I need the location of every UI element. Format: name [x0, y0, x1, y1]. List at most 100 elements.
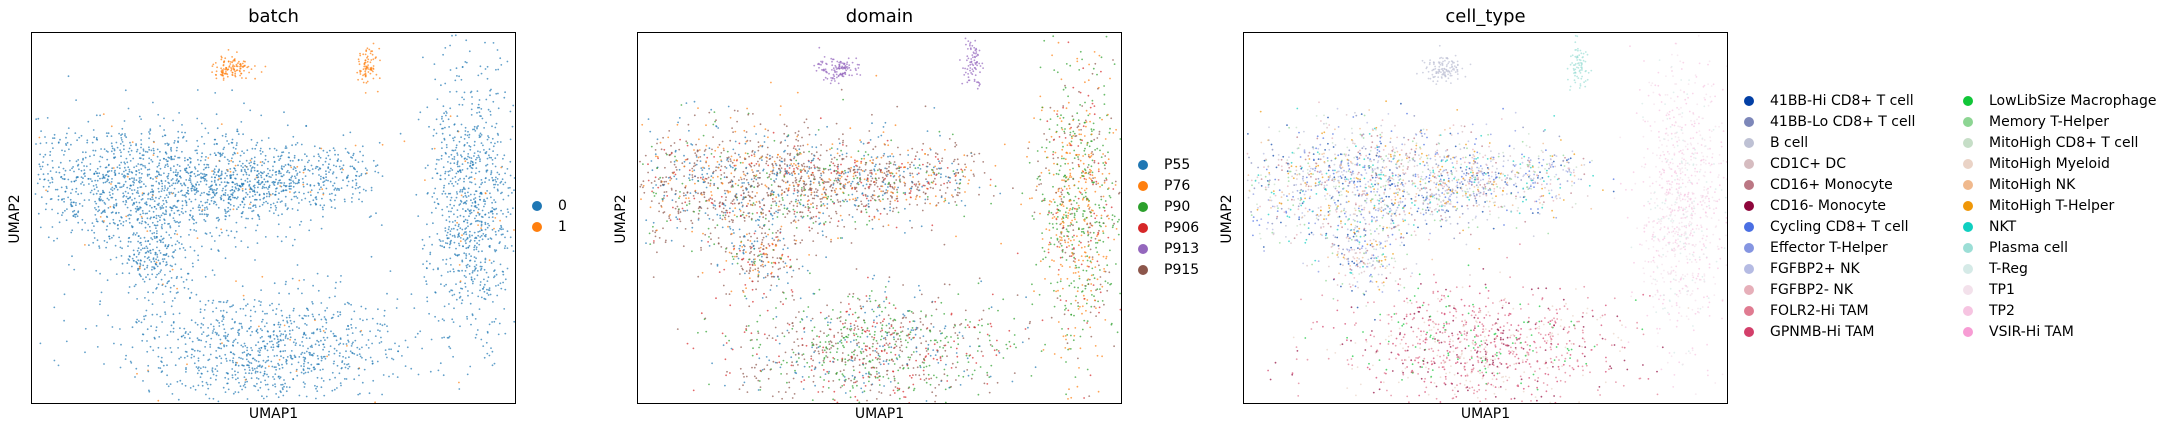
- point-cluster-top-a: [211, 49, 267, 81]
- legend-marker: [1963, 138, 1973, 148]
- legend-marker: [1744, 222, 1754, 232]
- x-axis-label: UMAP1: [248, 406, 299, 422]
- legend-marker: [1138, 223, 1148, 233]
- legend-marker: [1963, 285, 1973, 295]
- legend-marker: [1963, 222, 1973, 232]
- legend-entry: P906: [1138, 218, 1199, 238]
- legend-label: MitoHigh CD8+ T cell: [1989, 135, 2139, 151]
- legend-entry: CD1C+ DC: [1744, 154, 1846, 174]
- point-cluster-arm-right: [880, 133, 1002, 218]
- y-axis-label: UMAP2: [1219, 194, 1235, 244]
- legend-marker: [1963, 327, 1973, 337]
- point-cluster-left-lower: [93, 209, 214, 312]
- legend-marker: [1744, 180, 1754, 190]
- plot-title: cell_type: [1445, 6, 1526, 27]
- legend-marker: [1744, 243, 1754, 253]
- legend-entry: 1: [532, 217, 567, 237]
- legend-entry: MitoHigh T-Helper: [1963, 196, 2114, 216]
- legend-label: B cell: [1770, 135, 1809, 151]
- legend-label: FGFBP2+ NK: [1770, 261, 1860, 277]
- legend-entry: NKT: [1963, 217, 2016, 237]
- legend-marker: [1744, 306, 1754, 316]
- legend-entry: FGFBP2+ NK: [1744, 259, 1860, 279]
- legend-entry: MitoHigh CD8+ T cell: [1963, 133, 2138, 153]
- legend-label: FOLR2-Hi TAM: [1770, 303, 1869, 319]
- legend-marker: [1744, 285, 1754, 295]
- legend-entry: 41BB-Hi CD8+ T cell: [1744, 91, 1914, 111]
- point-cluster-big-left: [1246, 100, 1615, 285]
- legend-marker: [1963, 264, 1973, 274]
- legend-label: CD1C+ DC: [1770, 156, 1846, 172]
- legend-entry: Cycling CD8+ T cell: [1744, 217, 1908, 237]
- legend-entry: P76: [1138, 176, 1190, 196]
- point-cluster-top-b: [356, 42, 381, 94]
- legend-entry: TP1: [1963, 280, 2015, 300]
- legend-marker: [1963, 180, 1973, 190]
- legend-label: LowLibSize Macrophage: [1989, 93, 2157, 109]
- legend-label: FGFBP2- NK: [1770, 282, 1854, 298]
- legend-label: Memory T-Helper: [1989, 114, 2109, 130]
- legend-label: Plasma cell: [1989, 240, 2068, 256]
- legend-label: VSIR-Hi TAM: [1989, 324, 2074, 340]
- plot-area: [31, 32, 516, 404]
- legend-label: P55: [1164, 157, 1191, 173]
- point-cluster-top-b: [1566, 34, 1593, 91]
- legend-entry: Memory T-Helper: [1963, 112, 2109, 132]
- point-cluster-bottom: [39, 236, 466, 403]
- legend-entry: 41BB-Lo CD8+ T cell: [1744, 112, 1915, 132]
- legend-label: TP1: [1989, 282, 2015, 298]
- point-cluster-left-lower: [1306, 204, 1434, 321]
- legend-entry: Effector T-Helper: [1744, 238, 1888, 258]
- legend-marker: [1744, 327, 1754, 337]
- legend-label: 1: [558, 219, 567, 235]
- legend-entry: B cell: [1744, 133, 1808, 153]
- legend-label: P90: [1164, 199, 1191, 215]
- legend-entry: MitoHigh NK: [1963, 175, 2075, 195]
- legend-marker: [1963, 159, 1973, 169]
- legend-entry: P913: [1138, 239, 1199, 259]
- point-cluster-top-b: [959, 37, 984, 90]
- legend-marker: [1744, 264, 1754, 274]
- legend-marker: [1963, 201, 1973, 211]
- legend-entry: Plasma cell: [1963, 238, 2068, 258]
- point-cluster-bottom: [676, 268, 1097, 403]
- x-axis-label: UMAP1: [1460, 406, 1511, 422]
- legend-label: TP2: [1989, 303, 2015, 319]
- legend-entry: LowLibSize Macrophage: [1963, 91, 2157, 111]
- legend-entry: T-Reg: [1963, 259, 2028, 279]
- legend-marker: [1744, 159, 1754, 169]
- legend-label: NKT: [1989, 219, 2017, 235]
- legend-entry: TP2: [1963, 301, 2015, 321]
- legend-label: 41BB-Hi CD8+ T cell: [1770, 93, 1914, 109]
- legend-label: CD16+ Monocyte: [1770, 177, 1893, 193]
- point-cluster-left-lower: [701, 199, 815, 307]
- legend-marker: [1744, 138, 1754, 148]
- legend-marker: [1963, 117, 1973, 127]
- legend-label: P913: [1164, 241, 1200, 257]
- point-cluster-arm-right: [1493, 129, 1604, 214]
- point-cluster-big-left: [34, 75, 444, 296]
- legend-label: MitoHigh T-Helper: [1989, 198, 2115, 214]
- point-cluster-right-tall: [1000, 35, 1121, 400]
- legend-marker: [1138, 265, 1148, 275]
- legend-marker: [1744, 201, 1754, 211]
- point-cluster-big-left-arm: [1388, 135, 1560, 229]
- legend-entry: P915: [1138, 260, 1199, 280]
- point-cluster-bottom: [1267, 243, 1690, 403]
- point-cluster-right-tall: [399, 34, 515, 390]
- point-cluster-top-a: [1416, 44, 1472, 85]
- legend-marker: [1138, 181, 1148, 191]
- legend-marker: [1963, 96, 1973, 106]
- legend-entry: CD16+ Monocyte: [1744, 175, 1893, 195]
- legend-entry: P55: [1138, 155, 1190, 175]
- legend-marker: [1744, 96, 1754, 106]
- legend-entry: P90: [1138, 197, 1190, 217]
- legend-marker: [1963, 243, 1973, 253]
- legend-marker: [532, 201, 542, 211]
- legend-entry: 0: [532, 196, 567, 216]
- legend-label: GPNMB-Hi TAM: [1770, 324, 1875, 340]
- legend-entry: FOLR2-Hi TAM: [1744, 301, 1869, 321]
- point-cluster-big-left-arm: [773, 146, 951, 237]
- legend-label: T-Reg: [1989, 261, 2028, 277]
- legend-marker: [1744, 117, 1754, 127]
